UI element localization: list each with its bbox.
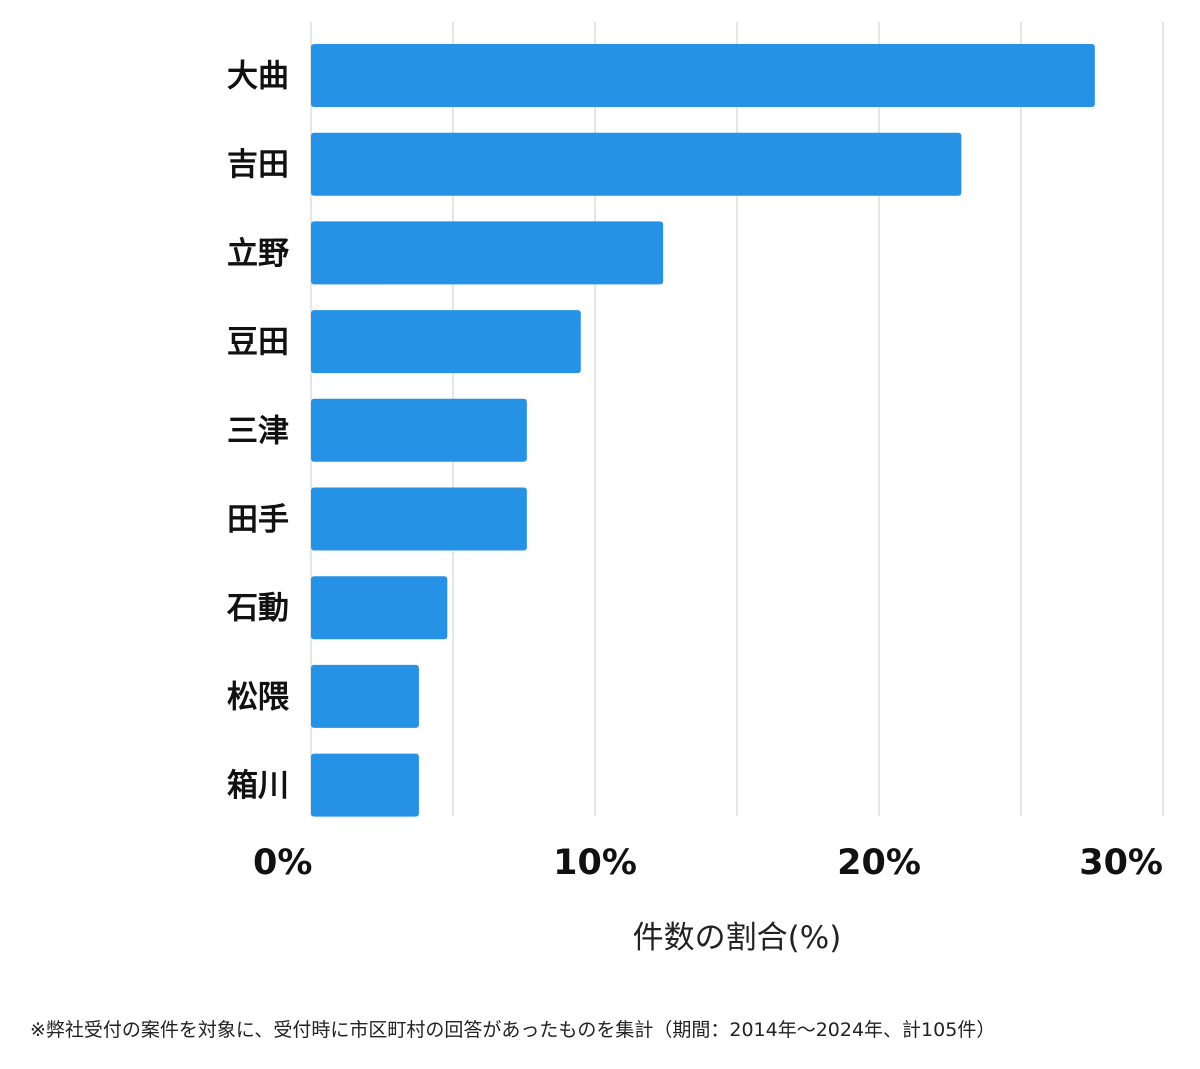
x-axis-label: 件数の割合(%) bbox=[633, 920, 842, 956]
x-tick-0: 0% bbox=[253, 843, 312, 883]
bar-三津 bbox=[311, 398, 527, 462]
bar-田手 bbox=[311, 487, 527, 551]
category-label-松隈: 松隈 bbox=[227, 679, 290, 715]
x-tick-10: 10% bbox=[553, 843, 637, 883]
category-label-豆田: 豆田 bbox=[227, 325, 289, 361]
bar-大曲 bbox=[311, 44, 1095, 107]
category-label-吉田: 吉田 bbox=[227, 147, 289, 183]
bar-吉田 bbox=[311, 132, 962, 196]
footnote: ※弊社受付の案件を対象に、受付時に市区町村の回答があったものを集計（期間：201… bbox=[30, 1019, 996, 1041]
category-label-三津: 三津 bbox=[227, 413, 289, 449]
category-label-箱川: 箱川 bbox=[227, 768, 289, 804]
category-label-田手: 田手 bbox=[227, 502, 289, 538]
category-label-立野: 立野 bbox=[227, 236, 289, 272]
x-tick-20: 20% bbox=[837, 843, 921, 883]
category-label-石動: 石動 bbox=[226, 591, 289, 627]
bar-石動 bbox=[311, 576, 448, 640]
bars bbox=[311, 44, 1095, 817]
x-tick-30: 30% bbox=[1079, 843, 1163, 883]
bar-立野 bbox=[311, 221, 664, 285]
bar-豆田 bbox=[311, 310, 581, 374]
category-label-大曲: 大曲 bbox=[227, 59, 289, 95]
bar-箱川 bbox=[311, 753, 419, 817]
bar-松隈 bbox=[311, 664, 419, 728]
x-tick-labels: 0% 10% 20% 30% bbox=[253, 843, 1163, 883]
